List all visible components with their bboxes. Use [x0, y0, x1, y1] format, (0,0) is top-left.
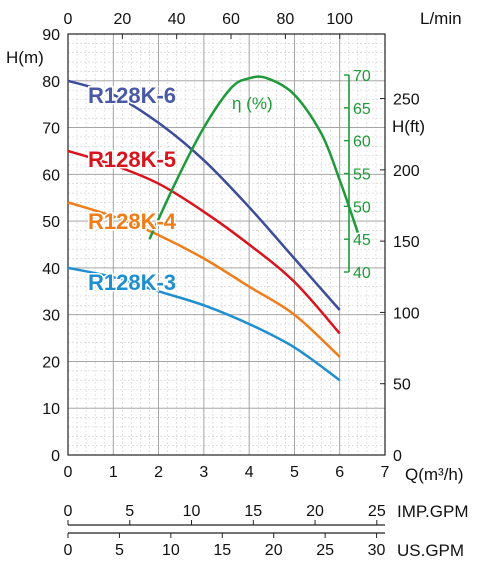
- efficiency-curve: [148, 75, 359, 240]
- right-axis-title: H(ft): [392, 117, 425, 136]
- y-tick-label: 30: [42, 308, 60, 325]
- series-label-r128k-3: R128K-3: [88, 270, 176, 295]
- us-gpm-tick-label: 30: [368, 542, 386, 559]
- y-tick-label: 20: [42, 354, 60, 371]
- series-label-r128k-4: R128K-4: [88, 209, 177, 234]
- top-axis-title: L/min: [420, 9, 462, 28]
- efficiency-curve-label: η (%): [232, 94, 273, 113]
- us-gpm-tick-label: 0: [64, 542, 73, 559]
- y-tick-label: 60: [42, 167, 60, 184]
- x-tick-label: 0: [64, 464, 73, 481]
- x-tick-label: 4: [245, 464, 254, 481]
- series-label-r128k-6: R128K-6: [88, 83, 176, 108]
- x-tick-label: 5: [290, 464, 299, 481]
- imp-gpm-tick-label: 15: [244, 503, 262, 520]
- us-gpm-tick-label: 20: [265, 542, 283, 559]
- ft-tick-label: 100: [393, 305, 420, 322]
- efficiency-axis: 40 45 50 55 60 65 70: [344, 68, 371, 282]
- imp-gpm-tick-label: 25: [368, 503, 386, 520]
- ft-tick-label: 250: [393, 92, 420, 109]
- x-tick-label: 3: [199, 464, 208, 481]
- top-tick-label: 100: [326, 11, 353, 28]
- efficiency-tick-label: 40: [353, 265, 371, 282]
- y-tick-label: 50: [42, 214, 60, 231]
- series-line-r128k-5: [67, 149, 341, 335]
- y-tick-label: 10: [42, 401, 60, 418]
- imp-gpm-tick-label: 5: [125, 503, 134, 520]
- y-tick-label: 80: [42, 74, 60, 91]
- series-line-r128k-3: [67, 266, 341, 382]
- x-axis-title: Q(m³/h): [405, 465, 464, 484]
- y-tick-label: 0: [51, 448, 60, 465]
- efficiency-tick-label: 70: [353, 68, 371, 85]
- efficiency-tick-label: 55: [353, 167, 371, 184]
- y-tick-label: 90: [42, 27, 60, 44]
- efficiency-tick-label: 65: [353, 101, 371, 118]
- efficiency-tick-label: 45: [353, 232, 371, 249]
- imp-gpm-tick-label: 0: [64, 503, 73, 520]
- us-gpm-tick-label: 10: [162, 542, 180, 559]
- ft-tick-label: 50: [393, 377, 411, 394]
- x-tick-label: 2: [154, 464, 163, 481]
- plot-frame: [67, 33, 386, 538]
- series-line-r128k-4: [67, 201, 341, 358]
- y-tick-label: 40: [42, 261, 60, 278]
- x-tick-label: 7: [381, 464, 390, 481]
- x-tick-label: 6: [335, 464, 344, 481]
- ft-tick-label: 150: [393, 234, 420, 251]
- y-axis-title: H(m): [6, 48, 44, 67]
- us-gpm-tick-label: 25: [316, 542, 334, 559]
- series-label-r128k-5: R128K-5: [88, 147, 176, 172]
- top-tick-label: 60: [222, 11, 240, 28]
- imp-gpm-axis-title: IMP.GPM: [397, 502, 468, 521]
- x-tick-label: 1: [109, 464, 118, 481]
- plot-border: [67, 33, 386, 456]
- ft-tick-label: 0: [393, 448, 402, 465]
- top-tick-label: 20: [113, 11, 131, 28]
- top-tick-label: 0: [64, 11, 73, 28]
- efficiency-tick-label: 50: [353, 199, 371, 216]
- imp-gpm-tick-label: 20: [306, 503, 324, 520]
- imp-gpm-tick-label: 10: [183, 503, 201, 520]
- ft-tick-label: 200: [393, 163, 420, 180]
- y-tick-label: 70: [42, 121, 60, 138]
- top-tick-label: 40: [168, 11, 186, 28]
- top-tick-label: 80: [276, 11, 294, 28]
- series-line-r128k-6: [67, 79, 341, 311]
- us-gpm-tick-label: 15: [213, 542, 231, 559]
- head-curves: [67, 75, 359, 382]
- us-gpm-axis-title: US.GPM: [397, 541, 464, 560]
- us-gpm-tick-label: 5: [115, 542, 124, 559]
- efficiency-tick-label: 60: [353, 134, 371, 151]
